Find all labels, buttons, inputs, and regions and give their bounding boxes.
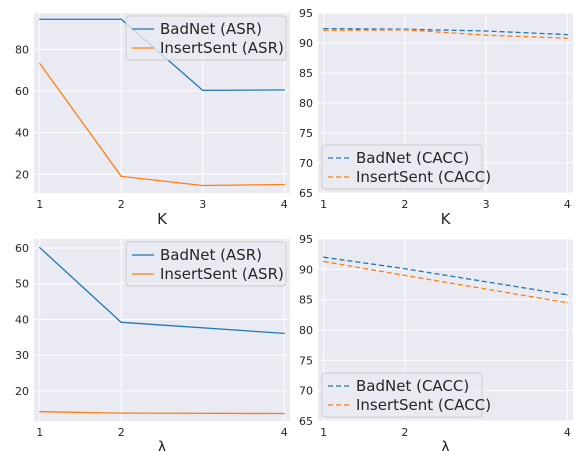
data-point bbox=[39, 62, 41, 64]
x-tick-label: 2 bbox=[401, 198, 408, 211]
y-tick-label: 70 bbox=[299, 157, 313, 170]
data-point bbox=[202, 89, 204, 92]
data-point bbox=[404, 268, 406, 270]
data-point bbox=[323, 29, 325, 31]
y-tick-label: 75 bbox=[299, 354, 313, 367]
x-tick-label: 3 bbox=[483, 198, 490, 211]
data-point bbox=[566, 37, 568, 39]
series-line-1 bbox=[323, 27, 568, 36]
legend-box bbox=[125, 15, 287, 61]
y-tick-label: 90 bbox=[299, 263, 313, 276]
data-point bbox=[39, 411, 41, 413]
y-tick-label: 80 bbox=[15, 43, 29, 56]
x-tick-label: 4 bbox=[281, 198, 288, 211]
legend-label: BadNet (ASR) bbox=[160, 246, 262, 264]
x-tick-label: 2 bbox=[401, 426, 408, 439]
data-point bbox=[202, 184, 204, 187]
data-point bbox=[323, 260, 325, 263]
x-axis-label: K bbox=[441, 210, 452, 228]
data-point bbox=[283, 332, 285, 334]
data-point bbox=[120, 321, 122, 323]
legend: BadNet (CACC)InsertSent (CACC) bbox=[321, 372, 491, 418]
data-point bbox=[283, 89, 285, 91]
data-point bbox=[485, 30, 487, 32]
data-point bbox=[120, 18, 122, 20]
y-tick-label: 20 bbox=[15, 168, 29, 181]
data-point bbox=[120, 175, 122, 177]
y-tick-label: 80 bbox=[299, 97, 313, 110]
y-tick-label: 90 bbox=[299, 37, 313, 50]
legend-label: InsertSent (CACC) bbox=[356, 168, 491, 186]
data-point bbox=[39, 246, 41, 249]
x-tick-label: 1 bbox=[320, 426, 327, 439]
data-point bbox=[566, 294, 568, 296]
y-tick-label: 80 bbox=[299, 324, 313, 337]
series-line-2 bbox=[323, 29, 568, 39]
y-tick-label: 95 bbox=[299, 7, 313, 20]
y-tick-label: 60 bbox=[15, 242, 29, 255]
legend: BadNet (CACC)InsertSent (CACC) bbox=[321, 144, 491, 190]
x-tick-label: 1 bbox=[36, 426, 43, 439]
data-point bbox=[404, 29, 406, 31]
legend-label: BadNet (CACC) bbox=[356, 377, 469, 395]
legend-label: InsertSent (ASR) bbox=[160, 39, 284, 57]
x-tick-label: 1 bbox=[320, 198, 327, 211]
y-tick-label: 70 bbox=[299, 385, 313, 398]
data-point bbox=[120, 412, 122, 414]
data-point bbox=[404, 274, 406, 276]
legend-label: InsertSent (ASR) bbox=[160, 265, 284, 283]
x-tick-label: 3 bbox=[199, 198, 206, 211]
data-point bbox=[323, 28, 325, 30]
data-point bbox=[283, 412, 285, 415]
data-point bbox=[566, 302, 568, 304]
legend: BadNet (ASR)InsertSent (ASR) bbox=[125, 241, 287, 287]
data-point bbox=[323, 256, 325, 258]
y-tick-label: 20 bbox=[15, 385, 29, 398]
chart-panel-3: 1 2 4 20 30 40 50 60 λ BadNet (ASR)InsertSent (AS… bbox=[15, 239, 290, 451]
data-point bbox=[485, 34, 487, 36]
data-point bbox=[39, 18, 41, 20]
x-axis-label: λ bbox=[441, 438, 450, 451]
chart-panel-4: 1 2 4 65 70 75 80 85 90 95 λ BadNet (CACC)InsertSen… bbox=[299, 233, 573, 451]
y-tick-label: 95 bbox=[299, 233, 313, 246]
y-tick-label: 50 bbox=[15, 278, 29, 291]
y-tick-label: 65 bbox=[299, 415, 313, 428]
data-point bbox=[283, 183, 285, 186]
legend-box bbox=[125, 241, 287, 287]
x-tick-label: 1 bbox=[36, 198, 43, 211]
data-point bbox=[566, 34, 568, 36]
legend-label: BadNet (ASR) bbox=[160, 20, 262, 38]
x-tick-label: 2 bbox=[118, 426, 125, 439]
chart-panel-1: 1 2 3 4 20 40 60 80 K BadNet (ASR)InsertSent (ASR… bbox=[15, 13, 290, 228]
x-tick-label: 4 bbox=[564, 198, 571, 211]
y-tick-label: 40 bbox=[15, 127, 29, 140]
y-tick-label: 60 bbox=[15, 85, 29, 98]
x-tick-label: 4 bbox=[281, 426, 288, 439]
y-tick-label: 30 bbox=[15, 349, 29, 362]
x-axis-label: K bbox=[157, 210, 168, 228]
legend: BadNet (ASR)InsertSent (ASR) bbox=[125, 15, 287, 61]
y-tick-label: 40 bbox=[15, 313, 29, 326]
x-axis-label: λ bbox=[158, 438, 167, 451]
legend-label: InsertSent (CACC) bbox=[356, 396, 491, 414]
y-tick-label: 75 bbox=[299, 127, 313, 140]
legend-box bbox=[321, 372, 483, 418]
legend-label: BadNet (CACC) bbox=[356, 149, 469, 167]
x-tick-label: 4 bbox=[564, 426, 571, 439]
y-tick-label: 85 bbox=[299, 67, 313, 80]
chart-panel-2: 1 2 3 4 65 70 75 80 85 90 95 K BadNet (CACC)InsertSe… bbox=[299, 7, 573, 228]
y-tick-label: 65 bbox=[299, 187, 313, 200]
y-tick-label: 85 bbox=[299, 294, 313, 307]
x-tick-label: 2 bbox=[118, 198, 125, 211]
series-line-2 bbox=[39, 62, 285, 187]
legend-box bbox=[321, 144, 483, 190]
